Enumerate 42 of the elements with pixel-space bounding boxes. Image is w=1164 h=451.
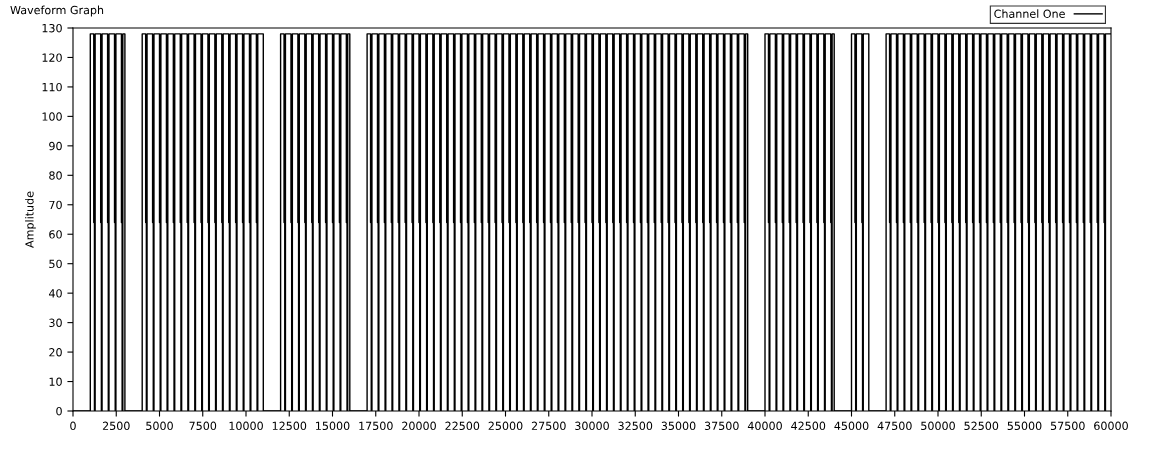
y-tick-label: 70 (49, 200, 62, 210)
x-tick-label: 10000 (229, 421, 263, 431)
x-tick-label: 7500 (189, 421, 217, 431)
y-tick-label: 40 (48, 289, 62, 298)
chart-title: Waveform Graph (10, 5, 104, 17)
x-tick-label: 60000 (1094, 421, 1128, 431)
x-tick-label: 12500 (272, 421, 307, 431)
x-tick-label: 27500 (531, 421, 566, 431)
y-tick-label: 110 (42, 82, 62, 92)
x-tick-label: 50000 (921, 421, 955, 431)
x-tick-label: 22500 (445, 421, 480, 431)
x-tick-label: 25000 (488, 421, 523, 431)
x-tick-label: 35000 (661, 421, 696, 431)
y-tick-label: 90 (49, 141, 62, 151)
x-tick-label: 45000 (834, 421, 869, 431)
y-tick-label: 60 (49, 230, 62, 239)
x-tick-label: 40000 (747, 421, 782, 431)
x-tick-label: 30000 (575, 421, 609, 431)
y-tick-label: 130 (42, 23, 62, 33)
x-tick-label: 55000 (1007, 421, 1042, 431)
y-tick-label: 120 (42, 53, 62, 62)
x-tick-label: 20000 (402, 421, 436, 431)
legend-label: Channel One (994, 9, 1065, 18)
x-tick-label: 15000 (316, 421, 350, 431)
y-tick-label: 30 (49, 318, 62, 327)
x-tick-label: 37500 (704, 421, 739, 431)
x-tick-label: 5000 (146, 421, 173, 431)
y-tick-label: 20 (49, 348, 62, 357)
x-tick-label: 0 (70, 421, 76, 431)
x-tick-label: 17500 (359, 421, 393, 431)
x-tick-label: 2500 (102, 421, 130, 431)
y-tick-label: 10 (49, 377, 62, 386)
y-axis-title: Amplitude (25, 191, 36, 248)
x-tick-label: 57500 (1050, 421, 1085, 431)
x-tick-label: 42500 (791, 421, 826, 431)
x-tick-label: 52500 (964, 421, 999, 431)
y-tick-label: 80 (49, 171, 62, 180)
y-tick-label: 100 (42, 112, 62, 121)
x-tick-label: 32500 (618, 421, 653, 431)
y-tick-label: 0 (56, 406, 62, 416)
y-tick-label: 50 (49, 259, 62, 269)
x-tick-label: 47500 (877, 421, 912, 431)
